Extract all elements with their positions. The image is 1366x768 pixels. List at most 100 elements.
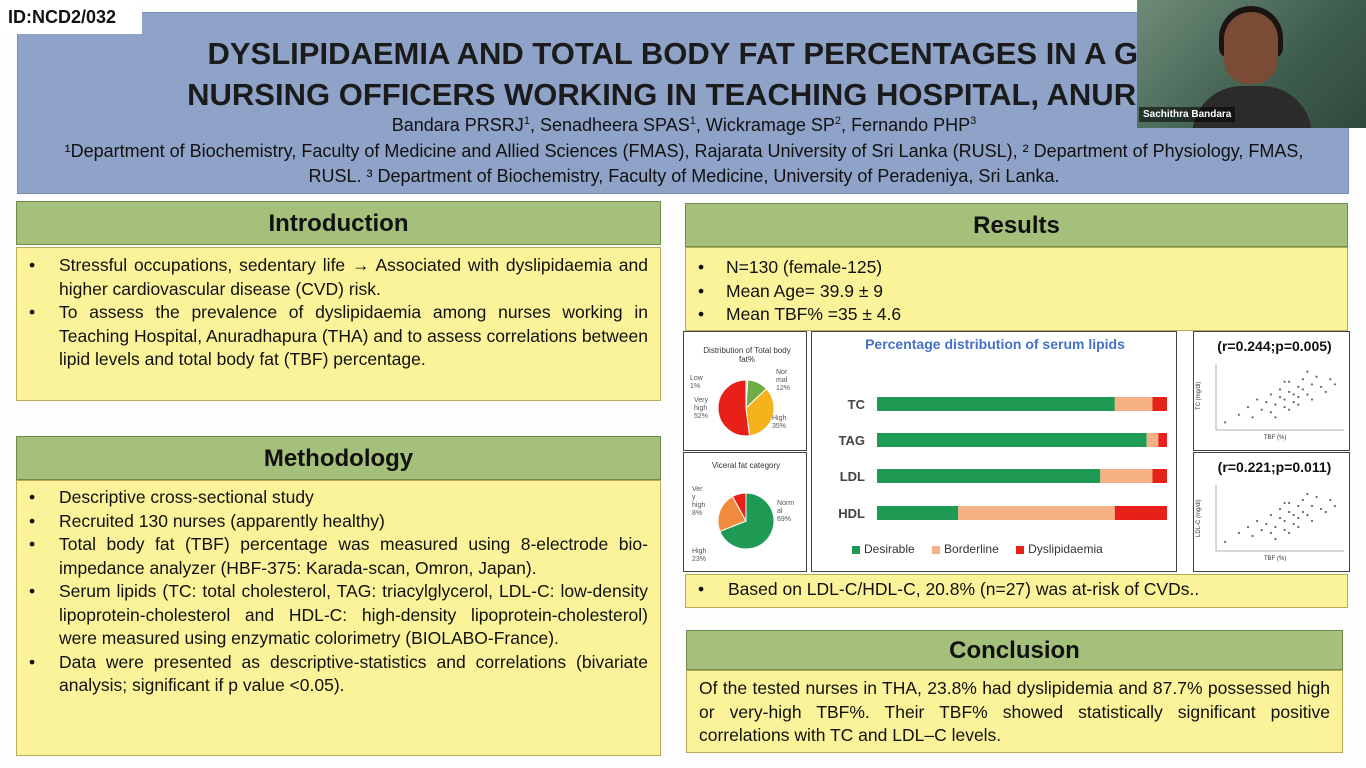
pie-label: Nor mal 12%	[776, 369, 790, 392]
scatter-point	[1320, 385, 1323, 388]
scatter-point	[1288, 390, 1291, 394]
presenter-name-tag: Sachithra Bandara	[1139, 107, 1236, 122]
author: Wickramage SP	[705, 115, 835, 135]
scatter-point	[1306, 492, 1309, 496]
scatter-point	[1274, 403, 1277, 406]
scatter-point	[1292, 522, 1295, 526]
scatter-point	[1329, 378, 1332, 381]
scatter-point	[1260, 528, 1263, 532]
pie-slice	[745, 388, 775, 437]
scatter-point	[1292, 393, 1295, 396]
scatter-point	[1269, 531, 1272, 535]
conclusion-heading: Conclusion	[686, 630, 1343, 670]
bar-segment	[1152, 469, 1167, 483]
scatter-point	[1237, 413, 1240, 416]
scatter-point	[1306, 370, 1309, 373]
scatter-point	[1283, 406, 1286, 409]
conclusion-body: Of the tested nurses in THA, 23.8% had d…	[686, 670, 1343, 753]
scatter-point	[1283, 519, 1286, 523]
pie-slice	[719, 492, 775, 550]
scatter-point	[1288, 510, 1291, 514]
scatter-point	[1283, 528, 1286, 532]
scatter-point	[1274, 416, 1277, 419]
chart-title: (r=0.221;p=0.011)	[1217, 459, 1332, 475]
ldl-scatter-plot: (r=0.221;p=0.011) LDL-C (mg/dl) TBF (%)	[1193, 452, 1350, 572]
scatter-point	[1333, 383, 1336, 386]
chart-legend: Desirable Borderline Dyslipidaemia	[852, 542, 1172, 556]
presenter-webcam: Sachithra Bandara	[1137, 0, 1366, 128]
scatter-point	[1269, 393, 1272, 396]
scatter-point	[1224, 540, 1227, 544]
author-list: Bandara PRSRJ1, Senadheera SPAS1, Wickra…	[391, 115, 977, 135]
results-heading: Results	[685, 203, 1348, 247]
list-item: N=130 (female-125)	[686, 256, 1335, 280]
scatter-point	[1288, 501, 1291, 505]
scatter-point	[1310, 383, 1314, 386]
category-label: LDL	[840, 469, 865, 484]
scatter-point	[1310, 504, 1314, 508]
scatter-point	[1297, 525, 1300, 529]
results-body: N=130 (female-125) Mean Age= 39.9 ± 9 Me…	[685, 247, 1348, 331]
scatter-point	[1237, 531, 1240, 535]
scatter-point	[1297, 403, 1300, 406]
list-item: To assess the prevalence of dyslipidaemi…	[17, 301, 648, 372]
bar-segment	[1114, 506, 1167, 520]
scatter-point	[1320, 507, 1323, 511]
scatter-point	[1278, 507, 1282, 511]
serum-lipids-bar-chart: Percentage distribution of serum lipids …	[811, 331, 1177, 572]
scatter-point	[1329, 498, 1332, 502]
pie-label: Very high 52%	[694, 397, 709, 420]
list-item: Recruited 130 nurses (apparently healthy…	[17, 510, 648, 534]
scatter-point	[1283, 380, 1286, 383]
pie-label: High 23%	[692, 548, 707, 563]
scatter-point	[1269, 513, 1272, 517]
scatter-point	[1260, 408, 1263, 411]
pie-slice	[717, 379, 751, 437]
bar-segment	[1100, 469, 1153, 483]
scatter-point	[1297, 385, 1300, 388]
chart-title: Percentage distribution of serum lipids	[865, 336, 1125, 352]
visceral-pie-svg: Norm al 69% High 23% Ver y high 8%	[692, 486, 794, 563]
bar-segment	[877, 433, 1147, 447]
list-item: Data were presented as descriptive-stati…	[17, 651, 648, 698]
list-item: Descriptive cross-sectional study	[17, 486, 648, 510]
poster-id-label: ID:NCD2/032	[0, 0, 142, 34]
poster-title: DYSLIPIDAEMIA AND TOTAL BODY FAT PERCENT…	[18, 33, 1350, 115]
scatter-point	[1297, 395, 1300, 399]
methodology-heading: Methodology	[16, 436, 661, 480]
bar-segment	[877, 397, 1115, 411]
visceral-pie-chart: Viceral fat category Norm al 69% High 23% Ver…	[683, 452, 807, 572]
scatter-point	[1292, 400, 1295, 404]
scatter-point	[1288, 380, 1291, 383]
tbf-pie-svg: Low 1% Nor mal 12% High 35% Very high 52%	[690, 369, 790, 437]
axis-label: TBF (%)	[1264, 435, 1287, 441]
scatter-point	[1297, 516, 1300, 520]
chart-title: Distribution of Total body fat%	[703, 346, 791, 364]
bar-segment	[1152, 397, 1167, 411]
scatter-point	[1256, 519, 1259, 523]
pie-label: High 35%	[772, 415, 787, 430]
pie-label: Norm al 69%	[777, 500, 794, 523]
scatter-svg	[1215, 485, 1344, 552]
scatter-point	[1288, 531, 1291, 535]
poster-header: DYSLIPIDAEMIA AND TOTAL BODY FAT PERCENT…	[17, 12, 1349, 194]
axis-line	[1215, 364, 1344, 431]
author: Fernando PHP	[851, 115, 971, 135]
scatter-point	[1224, 421, 1227, 424]
scatter-point	[1292, 513, 1295, 517]
scatter-point	[1265, 400, 1268, 404]
scatter-point	[1265, 522, 1268, 526]
scatter-point	[1278, 388, 1282, 391]
methodology-body: Descriptive cross-sectional study Recrui…	[16, 480, 661, 756]
scatter-point	[1274, 525, 1277, 529]
title-line-2: NURSING OFFICERS WORKING IN TEACHING HOS…	[187, 77, 1181, 112]
list-item: Stressful occupations, sedentary life → …	[17, 254, 648, 301]
tc-scatter-plot: (r=0.244;p=0.005) TC (mg/dl) TBF (%)	[1193, 331, 1350, 451]
scatter-point	[1274, 537, 1277, 541]
scatter-point	[1283, 501, 1286, 505]
scatter-point	[1278, 395, 1282, 399]
presenter-face	[1224, 12, 1278, 84]
axis-label: LDL-C (mg/dl)	[1196, 499, 1202, 537]
scatter-point	[1315, 375, 1318, 378]
bar-segment	[1146, 433, 1159, 447]
